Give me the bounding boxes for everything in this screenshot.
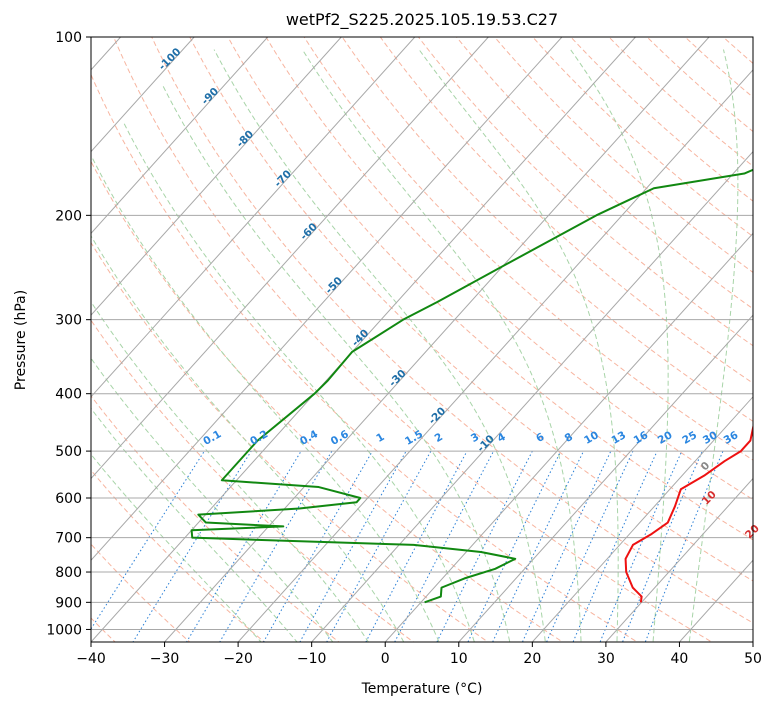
temperature-profile — [624, 423, 753, 603]
mixing-ratio-line-0 — [91, 450, 205, 630]
y-tick-label: 700 — [55, 531, 82, 547]
moist-adiabat-0 — [91, 234, 405, 642]
plot-frame — [90, 36, 754, 643]
x-tick-label: −40 — [76, 651, 106, 667]
dry-adiabat-120 — [417, 37, 753, 347]
dry-adiabat-90 — [303, 37, 753, 461]
isotherm-line — [531, 396, 753, 642]
mixing-ratio-line-11 — [492, 450, 585, 642]
moist-adiabat-5 — [91, 157, 440, 642]
data-layer — [190, 168, 753, 604]
moist-adiabat--5 — [91, 300, 369, 642]
x-tick-label: 40 — [671, 651, 689, 667]
y-tick-label: 900 — [55, 595, 82, 611]
y-tick-label: 500 — [55, 444, 82, 460]
y-axis-label: Pressure (hPa) — [13, 290, 29, 390]
dry-adiabat-40 — [113, 37, 713, 642]
isotherm-line — [311, 150, 753, 642]
isotherm-line — [384, 232, 753, 642]
y-tick-label: 300 — [55, 313, 82, 329]
x-tick-label: −30 — [150, 651, 180, 667]
mixing-ratio-line-5 — [299, 450, 407, 642]
moist-adiabat--15 — [91, 407, 298, 642]
grid-layer — [91, 37, 753, 642]
mixing-ratio-line-12 — [521, 450, 612, 642]
x-tick-label: 50 — [744, 651, 762, 667]
dry-adiabat-170 — [608, 37, 753, 167]
mixing-ratio-line-15 — [599, 450, 683, 642]
moist-adiabat--10 — [91, 357, 334, 642]
dry-adiabat--30 — [91, 543, 191, 642]
mixing-ratio-line-6 — [326, 450, 432, 642]
x-tick-label: 20 — [523, 651, 541, 667]
mixing-ratio-line-13 — [546, 450, 634, 642]
x-axis-label: Temperature (°C) — [361, 681, 483, 697]
axis-layer: −40 −30 −20 −10 0 10 20 30 40 50 100 200 300 400 500 60… — [46, 30, 762, 667]
x-tick-label: 10 — [450, 651, 468, 667]
isotherm-line — [91, 37, 489, 480]
y-tick-label: 100 — [55, 30, 82, 46]
moist-adiabat-25 — [301, 49, 582, 642]
x-tick-label: −10 — [297, 651, 327, 667]
y-tick-label: 600 — [55, 491, 82, 507]
moist-adiabat-35 — [570, 49, 669, 642]
moist-adiabat-20 — [213, 49, 546, 642]
isotherm-line — [91, 37, 195, 153]
dry-adiabat-160 — [570, 37, 753, 202]
x-tick-label: 30 — [597, 651, 615, 667]
mixing-ratio-line-16 — [622, 450, 703, 642]
y-tick-label: 200 — [55, 208, 82, 224]
dry-adiabat-60 — [189, 37, 753, 582]
isotherm-line — [458, 314, 753, 642]
isotherm-line — [605, 477, 753, 642]
mixing-ratio-line-17 — [644, 450, 724, 642]
moist-adiabat-40 — [688, 49, 739, 642]
mixing-ratio-line-10 — [467, 450, 562, 642]
moist-adiabat-10 — [123, 123, 475, 642]
isotherm-line — [164, 37, 710, 642]
dry-adiabat--20 — [91, 469, 266, 642]
isotherm-line — [91, 37, 342, 316]
moist-adiabat-30 — [418, 49, 619, 642]
chart-title: wetPf2_S225.2025.105.19.53.C27 — [286, 10, 558, 30]
dry-adiabat-30 — [91, 73, 639, 642]
x-tick-label: −20 — [223, 651, 253, 667]
mixing-ratio-line-3 — [219, 450, 333, 642]
isotherm-line — [91, 37, 269, 235]
dry-adiabat-110 — [379, 37, 753, 384]
dry-adiabat-140 — [493, 37, 753, 274]
mixing-ratio-line-4 — [262, 450, 373, 642]
x-tick-label: 0 — [381, 651, 390, 667]
isotherm-line — [91, 37, 416, 398]
y-tick-label: 800 — [55, 565, 82, 581]
dry-adiabat-80 — [265, 37, 753, 501]
y-tick-label: 1000 — [46, 622, 82, 638]
isotherm-line — [91, 37, 636, 642]
dry-adiabat-10 — [91, 241, 489, 642]
y-tick-label: 400 — [55, 387, 82, 403]
isotherm-line — [91, 37, 563, 562]
mixing-ratio-line-14 — [572, 450, 658, 642]
dewpoint-profile — [190, 168, 753, 604]
